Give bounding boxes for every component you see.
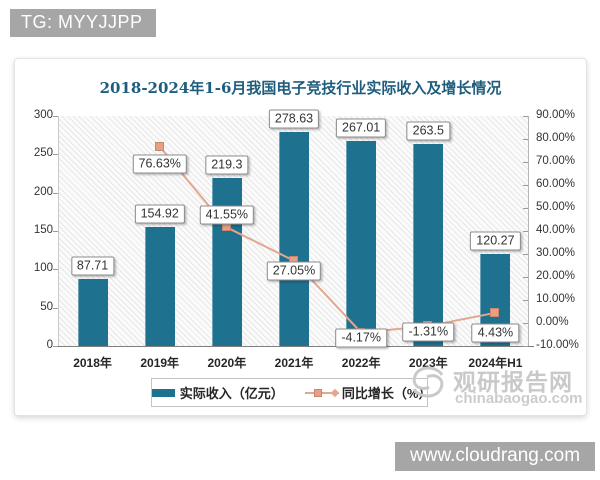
x-axis-line — [54, 346, 534, 347]
bar-label-2019年: 154.92 — [134, 204, 185, 224]
y-axis-right-tickmark — [523, 231, 528, 232]
x-axis-label-2020年: 2020年 — [207, 356, 247, 370]
bar-label-2023年: 263.5 — [406, 121, 450, 141]
line-label-2023年: -1.31% — [402, 322, 455, 342]
legend-line-swatch — [304, 388, 340, 398]
line-label-2020年: 41.55% — [199, 205, 255, 225]
x-axis-label-2019年: 2019年 — [140, 356, 180, 370]
x-axis-label-2021年: 2021年 — [274, 356, 314, 370]
x-axis-label-2022年: 2022年 — [341, 356, 381, 370]
y-axis-right-tick-30.00%: 30.00% — [536, 247, 576, 259]
growth-line — [158, 146, 496, 334]
line-label-2021年: 27.05% — [266, 261, 322, 281]
y-axis-left-tickmark — [53, 116, 58, 117]
watermark-swirl-icon — [412, 366, 444, 398]
y-axis-left-tick-150: 150 — [33, 224, 53, 236]
y-axis-right-tick-70.00%: 70.00% — [536, 155, 576, 167]
x-axis-label-2024年H1: 2024年H1 — [468, 356, 523, 370]
line-label-2022年: -4.17% — [335, 328, 387, 348]
y-axis-left-tick-200: 200 — [33, 185, 53, 198]
y-axis-right-tick-60.00%: 60.00% — [536, 178, 576, 190]
chart-legend: 实际收入（亿元） 同比增长（%） — [151, 378, 432, 407]
y-axis-right-tickmark — [523, 300, 528, 301]
y-axis-right-tickmark — [523, 116, 528, 117]
y-axis-left-tick-300: 300 — [33, 109, 53, 121]
y-axis-right-tick-0.00%: 0.00% — [536, 316, 569, 328]
watermark-name: 观研报告网 — [453, 369, 573, 395]
y-axis-left-tickmark — [53, 154, 58, 156]
bar-2018年 — [77, 278, 108, 346]
y-axis-right-tickmark — [523, 254, 528, 255]
y-axis-right-tickmark — [523, 185, 528, 186]
bar-2021年 — [279, 132, 309, 346]
bar-label-2021年: 278.63 — [268, 109, 320, 129]
y-axis-right-tickmark — [523, 346, 528, 347]
x-axis-label-2018年: 2018年 — [73, 356, 112, 370]
line-marker-2019年 — [154, 141, 164, 151]
y-axis-right-tick-80.00%: 80.00% — [536, 132, 576, 144]
y-axis-left-tickmark — [53, 192, 58, 194]
bar-label-2024年H1: 120.27 — [470, 231, 521, 251]
bar-2023年 — [413, 143, 444, 346]
bar-2020年 — [211, 177, 242, 346]
y-axis-right-tick-90.00%: 90.00% — [536, 109, 576, 121]
y-axis-right-tick-40.00%: 40.00% — [536, 224, 576, 236]
y-axis-left-tick-250: 250 — [33, 147, 53, 160]
y-axis-right-tick--10.00%: -10.00% — [536, 339, 579, 351]
x-axis-label-2023年: 2023年 — [408, 356, 448, 370]
site-url-badge: www.cloudrang.com — [395, 442, 596, 471]
legend-item-revenue: 实际收入（亿元） — [152, 383, 284, 402]
legend-growth-label: 同比增长（%） — [341, 386, 432, 401]
watermark-domain: chinabaogao.com — [455, 390, 583, 407]
y-axis-right-tick-50.00%: 50.00% — [536, 201, 576, 213]
y-axis-right-tickmark — [523, 323, 528, 324]
y-axis-right-tick-10.00%: 10.00% — [536, 293, 576, 305]
tg-contact-badge: TG: MYYJJPP — [10, 9, 156, 37]
y-axis-right-tickmark — [523, 277, 528, 278]
legend-bar-swatch — [152, 388, 175, 397]
y-axis-right-tickmark — [523, 139, 528, 140]
right-axis-line — [528, 116, 529, 346]
legend-revenue-label: 实际收入（亿元） — [179, 386, 284, 401]
line-label-2019年: 76.63% — [132, 154, 187, 174]
y-axis-left-tick-0: 0 — [46, 339, 53, 351]
bar-label-2022年: 267.01 — [336, 118, 387, 138]
bar-label-2018年: 87.71 — [70, 256, 115, 276]
y-axis-right-tick-20.00%: 20.00% — [536, 270, 576, 282]
legend-item-growth: 同比增长（%） — [304, 383, 432, 402]
y-axis-right-tickmark — [523, 162, 528, 163]
y-axis-left-tickmark — [53, 346, 58, 347]
bar-2019年 — [144, 227, 175, 346]
plot-area: 2018年 2019年 2020年 2021年 2022年 2023年 2024年H1 87.… — [54, 109, 534, 370]
chart-panel: 2018-2024年1-6月我国电子竞技行业实际收入及增长情况 2018年 201… — [14, 58, 587, 416]
tg-contact-text: TG: MYYJJPP — [21, 12, 143, 32]
line-marker-2024年H1 — [490, 307, 500, 317]
y-axis-left-tickmark — [53, 231, 58, 232]
y-axis-left-tick-50: 50 — [40, 300, 53, 313]
y-axis-left-tick-100: 100 — [33, 262, 53, 275]
line-label-2024年H1: 4.43% — [471, 323, 520, 343]
y-axis-right-tickmark — [523, 208, 528, 209]
bar-label-2020年: 219.3 — [205, 155, 249, 175]
y-axis-left-tickmark — [53, 269, 58, 271]
bar-2022年 — [346, 141, 377, 346]
chart-title: 2018-2024年1-6月我国电子竞技行业实际收入及增长情况 — [99, 79, 502, 97]
site-url-text: www.cloudrang.com — [410, 445, 581, 466]
y-axis-left-tickmark — [53, 307, 58, 309]
